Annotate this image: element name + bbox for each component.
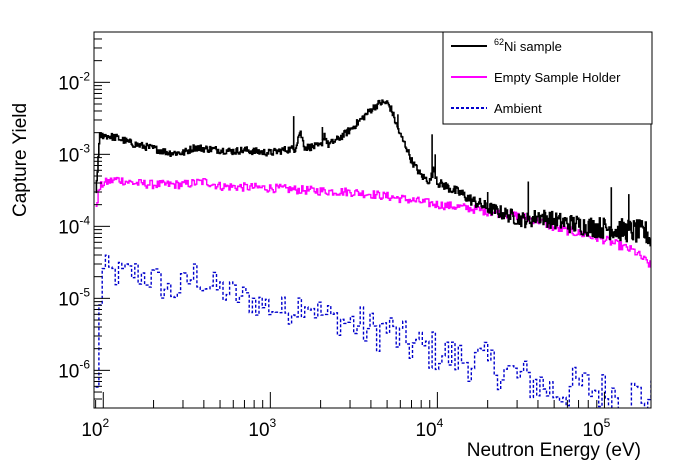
x-tick-label-base: 10 [248,420,269,441]
y-tick-label-exponent: -3 [79,141,90,155]
y-tick-label: 10-2 [58,69,90,94]
legend-label-empty-holder: Empty Sample Holder [494,70,621,85]
y-tick-label: 10-3 [58,141,90,166]
y-tick-label-exponent: -5 [79,285,90,299]
x-tick-label-exponent: 2 [103,416,110,430]
legend-label-ni-sample-isotope: 62 [494,37,504,47]
legend-label-ambient: Ambient [494,101,542,116]
series-line-ni-sample [95,99,651,247]
axis-ticks [94,31,605,409]
plot-frame [93,31,652,409]
y-tick-label-base: 10 [58,289,79,310]
x-tick-label: 103 [248,416,276,441]
x-tick-label-exponent: 5 [604,416,611,430]
legend: 62Ni sample Empty Sample Holder Ambient [442,31,653,125]
series-layer [95,99,651,408]
y-tick-label: 10-6 [58,357,90,382]
y-axis-title: Capture Yield [10,103,31,217]
y-tick-label-base: 10 [58,361,79,382]
y-tick-label-base: 10 [58,73,79,94]
legend-label-ni-sample: 62Ni sample [494,37,562,54]
x-tick-label-exponent: 3 [270,416,277,430]
x-tick-label-exponent: 4 [437,416,444,430]
x-tick-label-base: 10 [415,420,436,441]
x-tick-label-base: 10 [583,420,604,441]
x-tick-label: 104 [415,416,443,441]
y-tick-label-exponent: -6 [79,357,90,371]
y-tick-label: 10-4 [58,213,90,238]
y-tick-label-base: 10 [58,145,79,166]
series-line-ambient [95,254,651,408]
y-tick-label-exponent: -4 [79,213,90,227]
y-tick-label-exponent: -2 [79,69,90,83]
x-tick-label-base: 10 [81,420,102,441]
x-tick-label: 102 [81,416,109,441]
x-tick-label: 105 [583,416,611,441]
series-line-empty-sample-holder [95,176,651,268]
legend-label-ni-sample-name: Ni sample [504,39,562,54]
y-tick-label-base: 10 [58,217,79,238]
x-axis-title: Neutron Energy (eV) [467,440,641,461]
y-tick-label: 10-5 [58,285,90,310]
